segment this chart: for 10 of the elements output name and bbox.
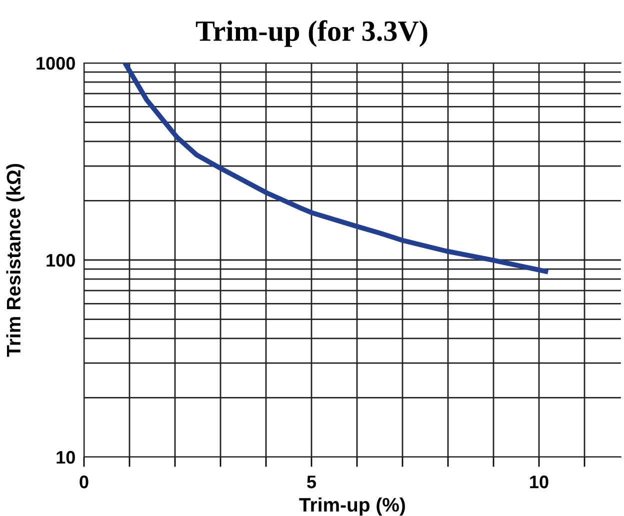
chart-title: Trim-up (for 3.3V) (196, 20, 428, 47)
x-axis-title: Trim-up (%) (299, 497, 405, 516)
x-tick-label: 10 (530, 476, 548, 488)
x-tick-label: 0 (80, 476, 88, 488)
y-tick-label: 100 (46, 254, 75, 267)
x-tick-label: 5 (307, 476, 316, 488)
line-series (122, 63, 551, 274)
y-tick-label: 10 (56, 450, 75, 464)
y-axis-title: Trim Resistance (kΩ) (6, 164, 24, 357)
y-tick-label: 1000 (36, 56, 75, 70)
